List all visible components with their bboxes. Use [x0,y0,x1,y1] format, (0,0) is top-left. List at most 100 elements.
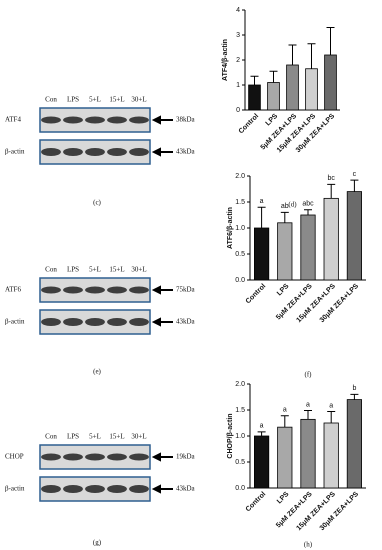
bar [346,399,362,489]
blot-band [85,116,105,124]
error-bar [304,410,312,420]
blot-band [107,318,127,326]
arrow [151,285,173,295]
blot-band [85,286,105,294]
y-tick-label: 3 [236,32,240,39]
y-axis-label: ATF4/β-actin [222,39,229,81]
y-tick-label: 4 [236,7,240,14]
y-tick-label: 2 [236,57,240,64]
x-tick-label: Control [238,113,261,136]
error-bar [350,179,359,192]
error-bar [257,206,266,228]
lane-label: 15+L [109,96,124,104]
y-tick-label: 2.0 [235,173,245,180]
x-tick-label: LPS [276,491,291,506]
blot-band [63,286,83,294]
panel-label: (g) [93,539,102,547]
blot-band [129,148,149,156]
lane-label: LPS [67,266,79,274]
y-tick-label: 0.5 [235,251,245,258]
protein-label: CHOP [5,453,24,461]
x-tick-label: LPS [276,283,291,298]
y-tick-label: 0 [236,107,240,114]
blot-band [63,148,83,156]
size-label: 43kDa [176,318,196,326]
x-tick-label: Control [245,283,268,306]
significance-letter: bc [327,175,335,182]
error-bar [288,44,297,65]
blot-band [63,485,83,493]
significance-letter: a [260,423,264,430]
x-tick-label: LPS [265,113,280,128]
error-bar [269,70,278,83]
lane-label: LPS [67,96,79,104]
blot-band [85,318,105,326]
bar [300,418,316,489]
bar [323,422,339,489]
y-tick-label: 0.5 [235,459,245,466]
y-tick-label: 0.0 [235,277,245,284]
panel-label: (h) [304,541,313,549]
protein-label: β-actin [5,148,25,156]
blot-band [41,116,61,124]
arrow [151,484,173,494]
significance-letter: a [283,407,287,414]
blot-band [129,286,149,294]
blot-band [63,453,83,461]
blot-band [85,453,105,461]
lane-label: 15+L [109,266,124,274]
error-bar [307,43,316,69]
size-label: 75kDa [176,286,196,294]
lane-label: LPS [67,433,79,441]
y-axis-label: CHOP/β-actin [227,413,234,458]
significance-letter: a [329,402,333,409]
size-label: 43kDa [176,148,196,156]
blot-band [41,286,61,294]
lane-label: Con [45,266,57,274]
lane-label: 30+L [131,433,146,441]
size-label: 19kDa [176,453,196,461]
significance-letter: a [260,198,264,205]
significance-letter: abc [302,201,314,208]
arrow [151,452,173,462]
blot-band [85,148,105,156]
panel-label: (f) [305,371,313,379]
lane-label: Con [45,433,57,441]
y-tick-label: 1.5 [235,407,245,414]
lane-label: 15+L [109,433,124,441]
blot-band [107,485,127,493]
y-tick-label: 2.0 [235,381,245,388]
blot-band [63,116,83,124]
protein-label: ATF4 [5,116,21,124]
panel-label: (d) [288,201,297,209]
arrow [151,147,173,157]
blot-band [85,485,105,493]
bar [305,68,318,111]
error-bar [257,431,266,436]
error-bar [280,211,289,223]
blot-band [129,116,149,124]
bar [254,227,270,281]
protein-label: ATF6 [5,286,21,294]
bar [300,214,316,281]
protein-label: β-actin [5,485,25,493]
size-label: 43kDa [176,485,196,493]
bar [267,82,280,111]
error-bar [250,75,259,85]
bar [277,222,293,281]
panel-label: (c) [93,199,101,207]
bar [323,197,339,281]
error-bar [304,209,312,215]
arrow [151,317,173,327]
blot-band [107,148,127,156]
blot-band [129,485,149,493]
blot-band [41,148,61,156]
blot-band [63,318,83,326]
error-bar [327,411,336,423]
lane-label: 5+L [89,96,101,104]
blot-band [107,116,127,124]
error-bar [350,393,359,400]
x-tick-label: Control [245,491,268,514]
blot-band [129,318,149,326]
size-label: 38kDa [176,116,196,124]
